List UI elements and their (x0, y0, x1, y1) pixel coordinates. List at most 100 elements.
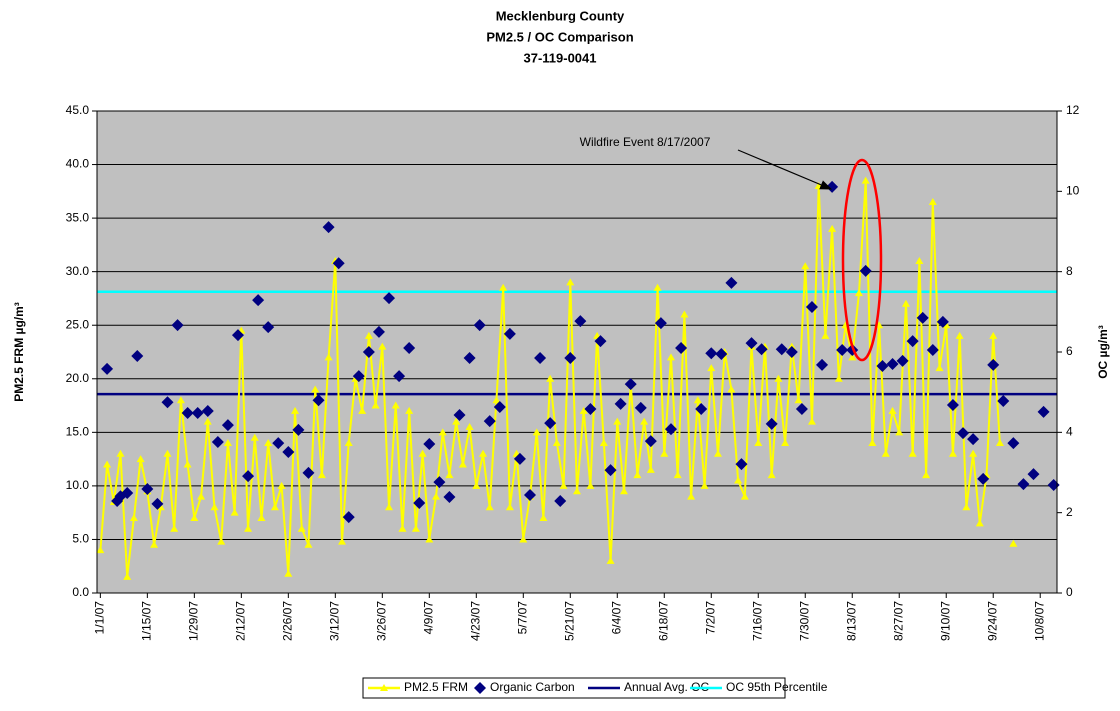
triangle-marker (378, 342, 387, 350)
x-tick-label: 7/30/07 (797, 601, 811, 641)
triangle-marker (599, 439, 608, 447)
triangle-marker (129, 514, 138, 522)
triangle-marker (264, 439, 273, 447)
x-tick-label: 5/21/07 (562, 601, 576, 641)
diamond-marker (896, 354, 909, 367)
y-tick-label: 10.0 (66, 478, 90, 492)
triangle-marker (499, 283, 508, 291)
triangle-marker (203, 417, 212, 425)
diamond-marker (705, 347, 718, 360)
diamond-marker (594, 335, 607, 348)
triangle-marker (969, 449, 978, 457)
triangle-marker (552, 439, 561, 447)
triangle-marker (713, 449, 722, 457)
diamond-marker (302, 466, 315, 479)
diamond-marker (675, 341, 688, 354)
legend-items: PM2.5 FRM Organic Carbon Annual Avg. OC OC … (368, 680, 828, 694)
diamond-marker (413, 497, 426, 510)
x-tick-label: 10/8/07 (1032, 601, 1046, 641)
triangle-marker (901, 299, 910, 307)
triangle-marker (338, 537, 347, 545)
triangle-marker (727, 385, 736, 393)
x-tick-label: 2/26/07 (281, 601, 295, 641)
triangle-marker (432, 492, 441, 500)
triangle-marker (633, 471, 642, 479)
diamond-marker (463, 352, 476, 365)
triangle-marker (277, 481, 286, 489)
triangle-marker (740, 492, 749, 500)
triangle-marker (888, 406, 897, 414)
diamond-marker (765, 417, 778, 430)
diamond-marker (201, 405, 214, 418)
triangle-marker (364, 331, 373, 339)
triangle-marker (270, 503, 279, 511)
marks (96, 177, 1060, 580)
triangle-marker (834, 374, 843, 382)
y-tick-label: 25.0 (66, 317, 90, 331)
triangle-marker (391, 401, 400, 409)
triangle-marker (183, 460, 192, 468)
triangle-marker (405, 406, 414, 414)
triangle-marker (868, 439, 877, 447)
triangle-marker (123, 572, 132, 580)
triangle-marker (573, 487, 581, 495)
triangle-marker (150, 540, 159, 548)
diamond-marker (957, 427, 970, 440)
triangle-marker (257, 514, 266, 522)
triangle-marker (935, 364, 944, 372)
y-tick-label: 30.0 (66, 264, 90, 278)
diamond-marker (473, 319, 486, 332)
diamond-marker (534, 352, 547, 365)
triangle-marker (801, 262, 810, 270)
triangle-marker (304, 540, 313, 548)
diamond-marker (332, 257, 345, 270)
triangle-marker (297, 524, 306, 532)
diamond-marker (936, 315, 949, 328)
y-tick-label: 15.0 (66, 425, 90, 439)
y2-tick-label: 6 (1066, 344, 1073, 358)
triangle-marker (472, 481, 481, 489)
triangle-marker (989, 331, 998, 339)
y2-tick-label: 4 (1066, 425, 1073, 439)
diamond-marker (171, 319, 184, 332)
diamond-marker (493, 401, 506, 414)
chart-title: PM2.5 / OC Comparison (486, 29, 633, 44)
diamond-marker (231, 329, 244, 342)
triangle-marker (380, 684, 388, 691)
triangle-marker (640, 417, 649, 425)
triangle-marker (962, 503, 971, 511)
diamond-marker (282, 446, 295, 459)
legend-label: Annual Avg. OC (624, 680, 710, 694)
diamond-marker (695, 403, 708, 416)
diamond-marker (211, 435, 224, 448)
diamond-marker (614, 397, 627, 410)
diamond-marker (221, 419, 234, 432)
legend-label: Organic Carbon (490, 680, 575, 694)
x-tick-label: 3/12/07 (327, 601, 341, 641)
triangle-marker (915, 256, 924, 264)
y-tick-label: 20.0 (66, 371, 90, 385)
x-tick-label: 7/2/07 (703, 601, 717, 635)
triangle-marker (197, 492, 206, 500)
triangle-marker (673, 471, 682, 479)
triangle-marker (539, 514, 548, 522)
diamond-marker (292, 423, 305, 436)
x-tick-label: 3/26/07 (374, 601, 388, 641)
diamond-marker (433, 476, 446, 489)
diamond-marker (805, 301, 818, 314)
triangle-marker (848, 353, 857, 361)
diamond-marker (131, 350, 144, 363)
triangle-marker (700, 481, 709, 489)
x-tick-label: 1/1/07 (93, 601, 107, 635)
diamond-marker (1017, 478, 1030, 491)
triangle-marker (398, 524, 407, 532)
diamond-marker (383, 292, 396, 305)
diamond-marker (836, 343, 849, 356)
triangle-marker (385, 503, 394, 511)
triangle-marker (519, 535, 528, 543)
diamond-marker (453, 409, 466, 422)
chart-title: 37-119-0041 (523, 50, 596, 65)
diamond-marker (946, 399, 959, 412)
triangle-marker (559, 481, 568, 489)
triangle-marker (170, 524, 179, 532)
